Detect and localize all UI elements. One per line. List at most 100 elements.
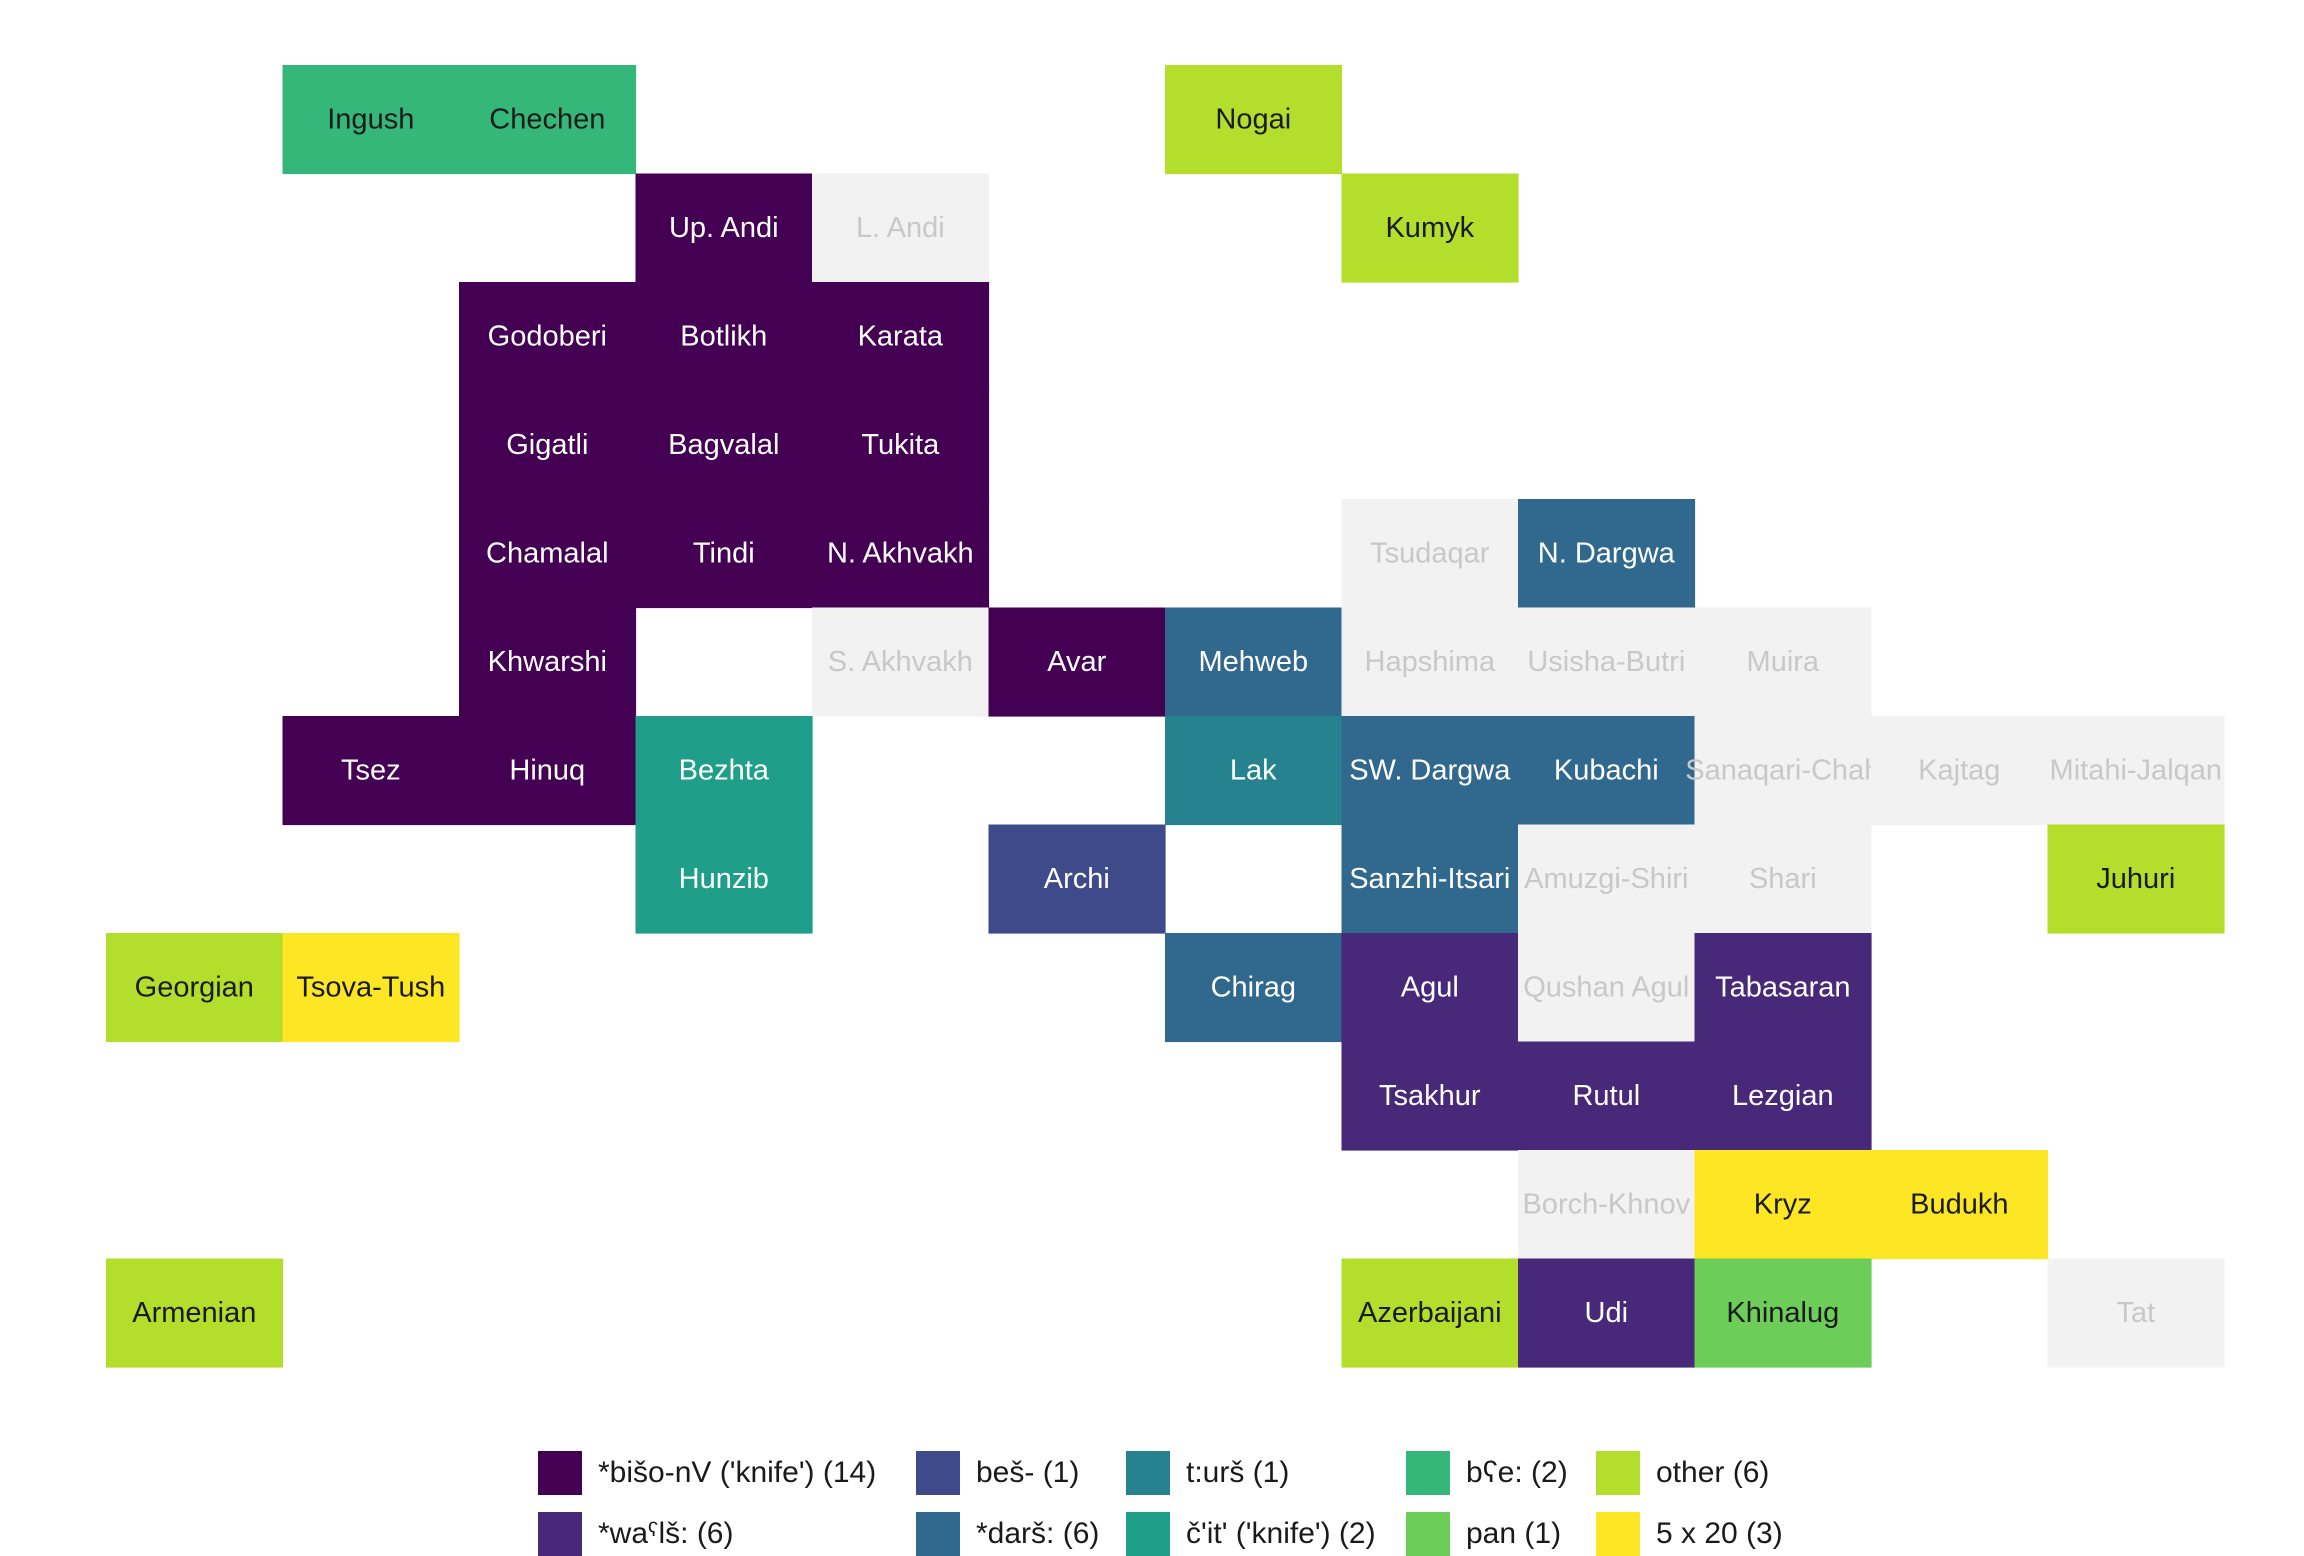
- tile-label-sw-dargwa: SW. Dargwa: [1349, 754, 1511, 786]
- tile-nogai: Nogai: [1165, 65, 1343, 175]
- tile-rect-lak: [1165, 716, 1343, 826]
- tile-tindi: Tindi: [635, 499, 813, 609]
- tile-label-lezgian: Lezgian: [1732, 1080, 1834, 1112]
- tile-rect-azerbaijani: [1341, 1258, 1519, 1368]
- tile-label-karata: Karata: [858, 320, 944, 352]
- tile-bezhta: Bezhta: [635, 716, 813, 826]
- tile-label-lak: Lak: [1230, 754, 1277, 786]
- tile-label-archi: Archi: [1044, 863, 1110, 895]
- tile-label-tukita: Tukita: [861, 429, 940, 461]
- tile-rect-qushan-agul: [1518, 933, 1696, 1043]
- tile-rect-kumyk: [1341, 173, 1519, 283]
- tile-rect-chechen: [459, 65, 637, 175]
- tile-rect-karata: [812, 282, 990, 392]
- tile-rect-georgian: [106, 933, 284, 1043]
- tile-rect-ingush: [282, 65, 460, 175]
- tile-rect-chirag: [1165, 933, 1343, 1043]
- tile-chechen: Chechen: [459, 65, 637, 175]
- tile-label-chechen: Chechen: [489, 103, 605, 135]
- tile-rect-budukh: [1871, 1150, 2049, 1260]
- tile-juhuri: Juhuri: [2047, 824, 2225, 934]
- tile-kajtag: Kajtag: [1871, 716, 2049, 826]
- tile-muira: Muira: [1694, 607, 1872, 717]
- tile-rect-hinuq: [459, 716, 637, 826]
- tile-label-agul: Agul: [1401, 971, 1459, 1003]
- tile-kryz: Kryz: [1694, 1150, 1872, 1260]
- tile-label-rutul: Rutul: [1572, 1080, 1640, 1112]
- tile-hinuq: Hinuq: [459, 716, 637, 826]
- tile-label-hapshima: Hapshima: [1365, 646, 1496, 678]
- tile-label-tsez: Tsez: [341, 754, 401, 786]
- tile-sanaqari-chah: Sanaqari-Chah: [1685, 716, 1880, 826]
- tile-label-hinuq: Hinuq: [509, 754, 585, 786]
- tile-rect-kajtag: [1871, 716, 2049, 826]
- tile-rect-rutul: [1518, 1041, 1696, 1151]
- tile-georgian: Georgian: [106, 933, 284, 1043]
- tile-rect-kryz: [1694, 1150, 1872, 1260]
- tile-rect-gigatli: [459, 390, 637, 500]
- tile-rect-agul: [1341, 933, 1519, 1043]
- tile-udi: Udi: [1518, 1258, 1696, 1368]
- tile-label-n-dargwa: N. Dargwa: [1538, 537, 1676, 569]
- tile-label-chirag: Chirag: [1211, 971, 1296, 1003]
- tile-sanzhi-itsari: Sanzhi-Itsari: [1341, 824, 1519, 934]
- tile-n-dargwa: N. Dargwa: [1518, 499, 1696, 609]
- tile-label-kajtag: Kajtag: [1918, 754, 2000, 786]
- tile-rect-mehweb: [1165, 607, 1343, 717]
- tile-label-botlikh: Botlikh: [680, 320, 767, 352]
- tile-avar: Avar: [988, 607, 1166, 717]
- tile-label-georgian: Georgian: [135, 971, 254, 1003]
- tile-rutul: Rutul: [1518, 1041, 1696, 1151]
- tile-label-bezhta: Bezhta: [679, 754, 770, 786]
- tile-n-akhvakh: N. Akhvakh: [812, 499, 990, 609]
- tile-shari: Shari: [1694, 824, 1872, 934]
- tile-rect-tsudaqar: [1341, 499, 1519, 609]
- tile-tsez: Tsez: [282, 716, 460, 826]
- tile-borch-khnov: Borch-Khnov: [1518, 1150, 1696, 1260]
- tile-rect-kubachi: [1518, 716, 1696, 826]
- tile-rect-sanaqari-chah: [1694, 716, 1872, 826]
- tile-label-godoberi: Godoberi: [488, 320, 607, 352]
- tile-label-borch-khnov: Borch-Khnov: [1522, 1188, 1690, 1220]
- tile-label-n-akhvakh: N. Akhvakh: [827, 537, 974, 569]
- tile-amuzgi-shiri: Amuzgi-Shiri: [1518, 824, 1696, 934]
- tile-rect-mitahi-jalqan: [2047, 716, 2225, 826]
- tile-azerbaijani: Azerbaijani: [1341, 1258, 1519, 1368]
- tile-rect-borch-khnov: [1518, 1150, 1696, 1260]
- tile-khwarshi: Khwarshi: [459, 607, 637, 717]
- tile-rect-tat: [2047, 1258, 2225, 1368]
- tile-agul: Agul: [1341, 933, 1519, 1043]
- tile-mitahi-jalqan: Mitahi-Jalqan: [2047, 716, 2225, 826]
- tile-l-andi: L. Andi: [812, 173, 990, 283]
- tile-label-kryz: Kryz: [1754, 1188, 1812, 1220]
- tile-qushan-agul: Qushan Agul: [1518, 933, 1696, 1043]
- tile-label-armenian: Armenian: [132, 1297, 256, 1329]
- tile-tsova-tush: Tsova-Tush: [282, 933, 460, 1043]
- tile-label-mehweb: Mehweb: [1198, 646, 1308, 678]
- tile-rect-avar: [988, 607, 1166, 717]
- tile-chamalal: Chamalal: [459, 499, 637, 609]
- tile-tsakhur: Tsakhur: [1341, 1041, 1519, 1151]
- tile-rect-nogai: [1165, 65, 1343, 175]
- tile-rect-tukita: [812, 390, 990, 500]
- tile-botlikh: Botlikh: [635, 282, 813, 392]
- tile-label-amuzgi-shiri: Amuzgi-Shiri: [1524, 863, 1688, 895]
- tile-hapshima: Hapshima: [1341, 607, 1519, 717]
- tile-kubachi: Kubachi: [1518, 716, 1696, 826]
- tile-label-chamalal: Chamalal: [486, 537, 609, 569]
- tile-rect-botlikh: [635, 282, 813, 392]
- tile-rect-tsez: [282, 716, 460, 826]
- tile-label-khinalug: Khinalug: [1726, 1297, 1839, 1329]
- tile-label-usisha-butri: Usisha-Butri: [1527, 646, 1685, 678]
- tile-label-avar: Avar: [1047, 646, 1106, 678]
- tile-label-sanaqari-chah: Sanaqari-Chah: [1685, 754, 1880, 786]
- tile-rect-shari: [1694, 824, 1872, 934]
- tile-rect-tsova-tush: [282, 933, 460, 1043]
- tile-label-shari: Shari: [1749, 863, 1817, 895]
- tile-rect-chamalal: [459, 499, 637, 609]
- tile-label-tsakhur: Tsakhur: [1379, 1080, 1481, 1112]
- tile-rect-sw-dargwa: [1341, 716, 1519, 826]
- tile-label-tat: Tat: [2116, 1297, 2155, 1329]
- tile-karata: Karata: [812, 282, 990, 392]
